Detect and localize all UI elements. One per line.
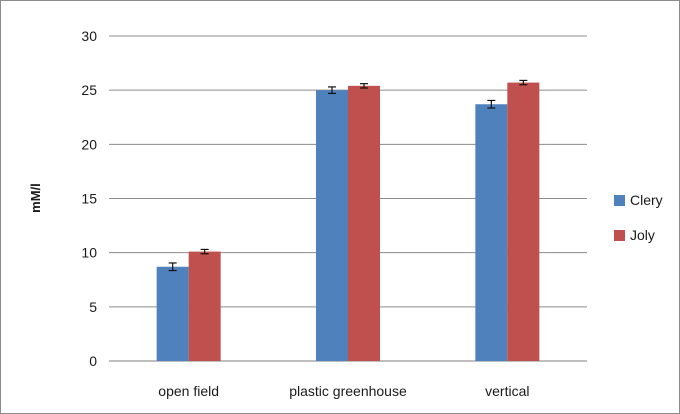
- legend-label-joly: Joly: [630, 227, 655, 243]
- bar-clery: [156, 266, 189, 361]
- y-tick-label: 5: [89, 299, 97, 315]
- x-tick-label: vertical: [485, 383, 529, 399]
- x-tick-label: plastic greenhouse: [289, 383, 407, 399]
- bar-joly: [188, 251, 221, 361]
- x-axis-ticks: open field plastic greenhouse vertical: [158, 383, 529, 399]
- x-tick-label: open field: [158, 383, 219, 399]
- y-tick-label: 15: [81, 191, 97, 207]
- bar-joly: [507, 82, 540, 361]
- y-axis-ticks: 0 5 10 15 20 25 30: [81, 28, 97, 369]
- y-tick-label: 0: [89, 353, 97, 369]
- y-tick-label: 25: [81, 82, 97, 98]
- error-bars: [168, 79, 528, 272]
- bar-joly: [348, 85, 380, 361]
- y-tick-label: 20: [81, 136, 97, 152]
- bars: [156, 82, 540, 362]
- bar-clery: [316, 90, 348, 362]
- y-axis-title: mM/l: [28, 183, 43, 213]
- legend-swatch-clery: [614, 195, 625, 206]
- legend: Clery Joly: [614, 192, 663, 243]
- y-tick-label: 10: [81, 245, 97, 261]
- bar-clery: [475, 104, 508, 361]
- y-tick-label: 30: [81, 28, 97, 44]
- legend-swatch-joly: [614, 230, 625, 241]
- legend-label-clery: Clery: [630, 192, 663, 208]
